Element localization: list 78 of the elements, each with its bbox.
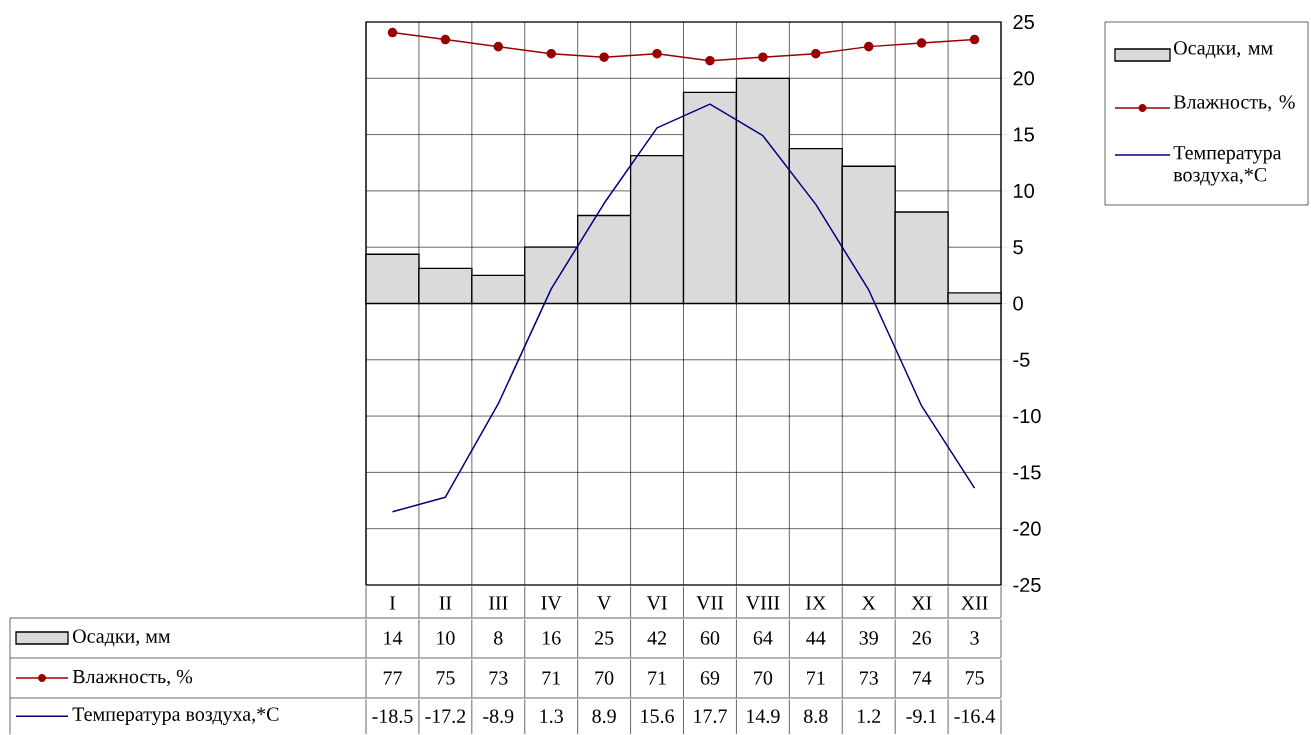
point (387, 27, 398, 38)
data-label: 14.9 (747, 709, 780, 723)
point (440, 34, 451, 45)
data-label: 70 (754, 671, 773, 685)
x-tick-label: III (489, 596, 508, 610)
data-label: 1.3 (540, 709, 563, 723)
data-label: 64 (753, 631, 773, 645)
point (916, 38, 927, 48)
point (758, 52, 768, 62)
y-tick-label: 10 (1014, 183, 1034, 198)
data-label: 71 (542, 671, 561, 685)
point (493, 41, 504, 52)
data-label: 15.6 (641, 709, 674, 723)
point (811, 48, 821, 59)
data-label: 17.7 (694, 709, 727, 723)
point (705, 55, 715, 66)
data-label: 77 (383, 671, 402, 685)
y-tick-label: -10 (1013, 409, 1041, 424)
x-tick-label: II (439, 596, 452, 610)
y-tick-label: -15 (1013, 465, 1041, 480)
data-label: 60 (700, 631, 720, 645)
data-label: 26 (912, 631, 932, 645)
data-label: 10 (437, 631, 455, 645)
point (599, 52, 609, 62)
x-tick-label: XII (961, 596, 988, 610)
y-tick-label: 0 (1013, 296, 1023, 311)
data-label: -18.5 (372, 709, 413, 724)
data-label: 73 (860, 671, 878, 685)
data-label: 75 (965, 671, 984, 685)
data-label: 42 (647, 631, 666, 645)
data-label: -8.9 (483, 709, 514, 724)
data-label: 71 (648, 671, 666, 685)
data-label: 3 (970, 631, 979, 645)
y-tick-label: 20 (1013, 71, 1034, 86)
x-tick-label: VIII (745, 596, 780, 610)
data-label: 8 (494, 631, 503, 645)
data-label: 75 (436, 671, 455, 685)
data-label: -9.1 (906, 709, 937, 723)
point (863, 41, 874, 52)
data-label: 25 (595, 631, 614, 645)
data-label: 71 (807, 671, 825, 685)
data-label: 1.2 (857, 709, 881, 723)
data-label: 44 (806, 631, 826, 645)
x-tick-label: XI (911, 596, 932, 610)
data-label: 70 (595, 671, 614, 685)
legend-label: Температура воздуха,*С (1173, 146, 1282, 186)
x-tick-label: IX (805, 596, 826, 610)
y-tick-label: 25 (1013, 14, 1034, 30)
text: Температура воздуха,*С (72, 707, 279, 726)
point (969, 34, 980, 45)
y-tick-label: 15 (1014, 127, 1034, 142)
y-tick-label: 5 (1013, 240, 1023, 255)
data-label: 69 (700, 671, 720, 685)
data-label: 14 (384, 631, 403, 645)
x-tick-label: V (597, 596, 612, 610)
text: Влажность, % (72, 669, 193, 687)
text: Осадки, мм (73, 629, 171, 647)
line-series (391, 103, 976, 513)
point (652, 48, 662, 59)
x-tick-label: I (389, 596, 396, 610)
x-tick-label: X (861, 596, 876, 610)
legend-label: Влажность, % (1173, 95, 1295, 112)
data-label: 39 (859, 631, 878, 645)
x-tick-label: VII (696, 596, 724, 610)
data-label: 74 (912, 671, 932, 685)
data-label: 8.8 (804, 709, 828, 724)
legend-label: Осадки, мм (1174, 41, 1273, 59)
x-tick-label: IV (541, 596, 562, 610)
data-label: 8.9 (592, 709, 616, 724)
y-tick-label: -25 (1013, 577, 1041, 593)
y-tick-label: -5 (1013, 352, 1030, 367)
y-tick-label: -20 (1013, 521, 1041, 536)
data-label: -16.4 (954, 709, 996, 723)
data-label: 16 (542, 631, 561, 645)
point (546, 48, 556, 59)
data-label: -17.2 (425, 709, 466, 723)
x-tick-label: VI (646, 596, 667, 610)
data-label: 73 (489, 671, 508, 685)
